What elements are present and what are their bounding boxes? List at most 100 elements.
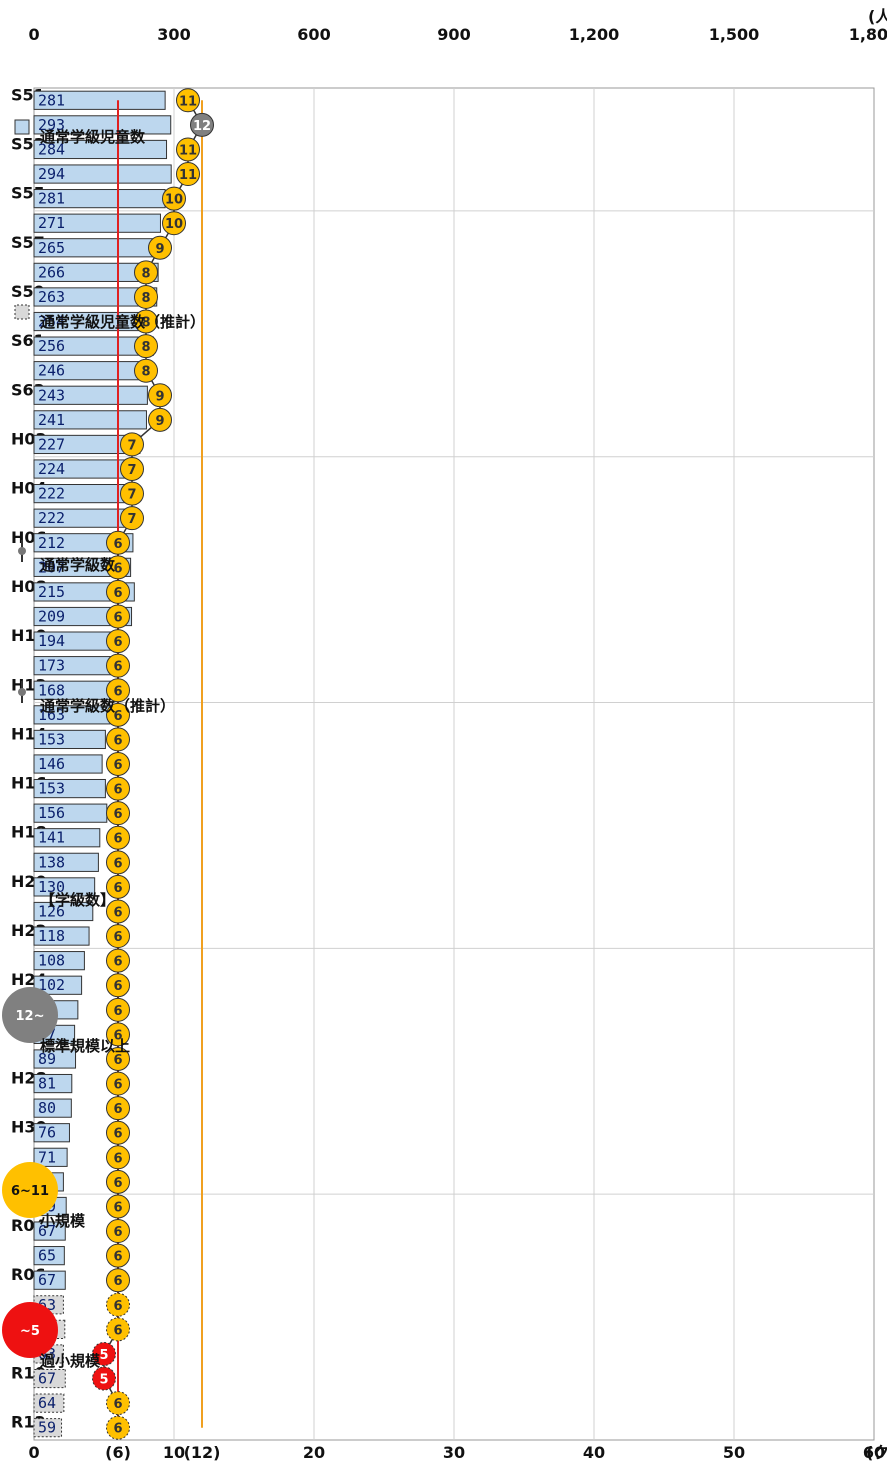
bar-actual-value-label: 89 [38,1050,56,1068]
class-marker-label: 8 [141,266,150,281]
bar-actual-label-group: 271 [38,214,65,232]
bar-actual-label-group: 153 [38,730,65,748]
bar-actual-value-label: 265 [38,239,65,257]
left-tick-label: 1,500 [709,25,760,44]
class-marker-label-group: 6 [113,1127,122,1142]
class-size-legend-marker-label: 12~ [16,1009,45,1024]
class-marker-label: 6 [113,1200,122,1215]
class-marker-label: 6 [113,1053,122,1068]
class-marker-label: 6 [113,1299,122,1314]
class-marker-label: 6 [113,733,122,748]
class-size-legend-marker [2,1302,58,1358]
bar-actual [33,1049,77,1069]
class-marker [134,334,158,359]
bar-actual-value-label: 284 [38,140,65,158]
class-size-legend-label: 過小規模 [39,1352,101,1370]
class-marker-label: 6 [113,635,122,650]
bar-estimate [33,1418,63,1438]
class-marker-label-group: 8 [141,340,150,355]
class-marker-label: 6 [113,905,122,920]
left-axis-unit: (人) [868,7,887,26]
class-marker [106,727,130,752]
right-tick-label: 40 [583,1443,605,1462]
class-marker-estimate [92,1366,116,1391]
class-marker-label-group: 6 [113,1176,122,1191]
class-marker [106,801,130,826]
bar-actual [33,901,94,922]
class-marker-label-group: 6 [113,881,122,896]
bar-actual [33,778,106,799]
class-marker-label: 7 [127,512,136,527]
bar-actual [33,164,172,184]
class-marker-label-group: 10 [165,217,183,232]
left-tick-label: 1,800 [849,25,887,44]
class-marker [106,1096,130,1121]
left-tick: 900 [437,25,470,44]
class-marker-label-group: 8 [141,266,150,281]
class-marker-label-group: 6 [113,758,122,773]
bar-actual-value-label: 81 [38,1075,56,1093]
class-marker-label: 6 [113,561,122,576]
class-marker [106,1243,130,1268]
bar-actual-value-label: 80 [38,1099,56,1117]
class-marker-label: 8 [141,316,150,331]
class-marker-label-group: 6 [113,635,122,650]
class-marker-label-group: 12 [193,119,211,134]
bar-actual [33,754,103,774]
class-marker-label: 10 [165,193,183,208]
class-marker-label: 6 [113,758,122,773]
class-marker-label-group: 6 [113,1078,122,1093]
class-marker-estimate [106,1292,130,1317]
right-tick-label: 50 [723,1443,745,1462]
bar-actual-label-group: 294 [38,165,65,183]
right-tick: 60 [863,1443,885,1462]
class-marker-label: 6 [113,856,122,871]
bar-actual [33,877,96,897]
bar-actual-label-group: 146 [38,755,65,773]
class-marker-label-group: 6 [113,807,122,822]
class-marker-label-group: 6 [113,1053,122,1068]
bar-actual-label-group: 256 [38,337,65,355]
class-marker [120,457,144,482]
class-size-legend-marker-label: ~5 [20,1324,40,1339]
bar-actual [33,975,83,995]
bar-actual-label-group: 254 [38,313,65,331]
class-marker-label: 12 [193,119,211,134]
class-marker [106,1022,130,1047]
class-marker [134,309,158,334]
bar-actual [33,729,106,750]
class-marker-label: 11 [179,143,197,158]
bar-actual [33,385,148,405]
class-marker-label: 6 [113,783,122,798]
right-tick-label: 30 [443,1443,465,1462]
bar-actual-label-group: 215 [38,583,65,601]
class-marker-label-group: 7 [127,512,136,527]
bar-actual-value-label: 254 [38,313,65,331]
left-tick-label: 0 [28,25,39,44]
bar-actual-label-group: 138 [38,853,65,871]
bar-estimate-value-label: 59 [38,1419,56,1437]
bar-actual-value-label: 246 [38,362,65,380]
class-marker-label-group: 6 [113,1028,122,1043]
class-marker-label-group: 6 [113,586,122,601]
bar-actual-value-label: 138 [38,853,65,871]
class-size-legend-marker-label: 6~11 [11,1184,49,1199]
legend-classes-text: 通常学級数 [40,556,116,574]
bar-actual-label-group: 67 [38,1222,56,1240]
class-marker-label: 6 [113,1422,122,1437]
bar-estimate-label-group: 59 [38,1419,56,1437]
class-marker-label: 6 [113,1127,122,1142]
class-marker-label-group: 6 [113,1151,122,1166]
bar-actual [33,262,159,282]
class-marker-label: 6 [113,1225,122,1240]
left-tick-label: 1,200 [569,25,620,44]
left-tick: 1,800 [849,25,887,44]
bar-actual-label-group: 65 [38,1247,56,1265]
left-tick-label: 300 [157,25,190,44]
class-marker-label: 9 [155,389,164,404]
bar-actual [33,828,101,848]
bar-estimate-label-group: 64 [38,1394,56,1412]
class-marker-label: 10 [165,217,183,232]
class-marker-label: 6 [113,1250,122,1265]
